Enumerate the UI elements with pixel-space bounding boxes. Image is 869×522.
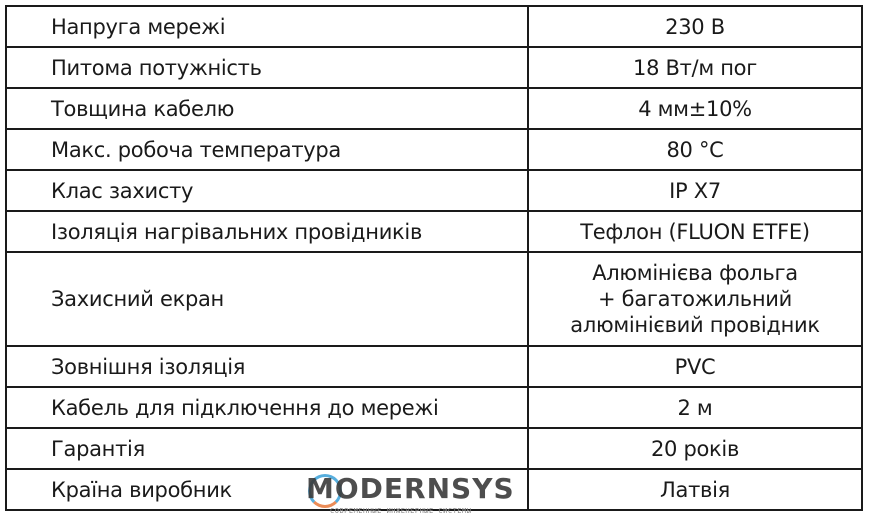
table-row: Напруга мережі 230 В [5, 5, 863, 48]
spec-value: Алюмінієва фольга + багатожильний алюмініє… [527, 251, 863, 347]
spec-value: PVC [527, 345, 863, 388]
spec-value-line: алюмінієвий провідник [570, 313, 820, 337]
table-row: Клас захисту IP X7 [5, 169, 863, 212]
table-row: Товщина кабелю 4 мм±10% [5, 87, 863, 130]
table-row: Кабель для підключення до мережі 2 м [5, 386, 863, 429]
watermark-tagline: СОВРЕМЕННЫЕ ИНЖЕНЕРНЫЕ СИСТЕМЫ [330, 507, 472, 515]
spec-label: Гарантія [5, 427, 529, 470]
spec-label: Країна виробник [5, 468, 529, 511]
spec-value: Латвія [527, 468, 863, 511]
spec-label: Макс. робоча температура [5, 128, 529, 171]
table-row: Ізоляція нагрівальних провідників Тефлон … [5, 210, 863, 253]
spec-label: Захисний екран [5, 251, 529, 347]
spec-value: 20 років [527, 427, 863, 470]
spec-value: 18 Вт/м пог [527, 46, 863, 89]
spec-label: Клас захисту [5, 169, 529, 212]
table-row: Захисний екран Алюмінієва фольга + багатож… [5, 251, 863, 347]
spec-label: Питома потужність [5, 46, 529, 89]
specifications-table: Напруга мережі 230 В Питома потужність 18 В… [5, 5, 863, 511]
spec-value-line: + багатожильний [598, 287, 792, 311]
spec-value: IP X7 [527, 169, 863, 212]
spec-value: 2 м [527, 386, 863, 429]
spec-value: 80 °C [527, 128, 863, 171]
table-row: Гарантія 20 років [5, 427, 863, 470]
spec-label: Товщина кабелю [5, 87, 529, 130]
table-row: Макс. робоча температура 80 °C [5, 128, 863, 171]
spec-value-line: Алюмінієва фольга [592, 261, 798, 285]
table-row: Питома потужність 18 Вт/м пог [5, 46, 863, 89]
spec-label: Ізоляція нагрівальних провідників [5, 210, 529, 253]
modernsys-watermark: MODERNSYS СОВРЕМЕННЫЕ ИНЖЕНЕРНЫЕ СИСТЕМЫ [300, 474, 514, 520]
table-row: Зовнішня ізоляція PVC [5, 345, 863, 388]
spec-label: Зовнішня ізоляція [5, 345, 529, 388]
spec-value: 230 В [527, 5, 863, 48]
spec-label: Кабель для підключення до мережі [5, 386, 529, 429]
spec-value: Тефлон (FLUON ETFE) [527, 210, 863, 253]
logo-ring-icon [308, 474, 342, 508]
watermark-brand: MODERNSYS [306, 472, 515, 505]
spec-value: 4 мм±10% [527, 87, 863, 130]
table-row: Країна виробник Латвія [5, 468, 863, 511]
spec-label: Напруга мережі [5, 5, 529, 48]
